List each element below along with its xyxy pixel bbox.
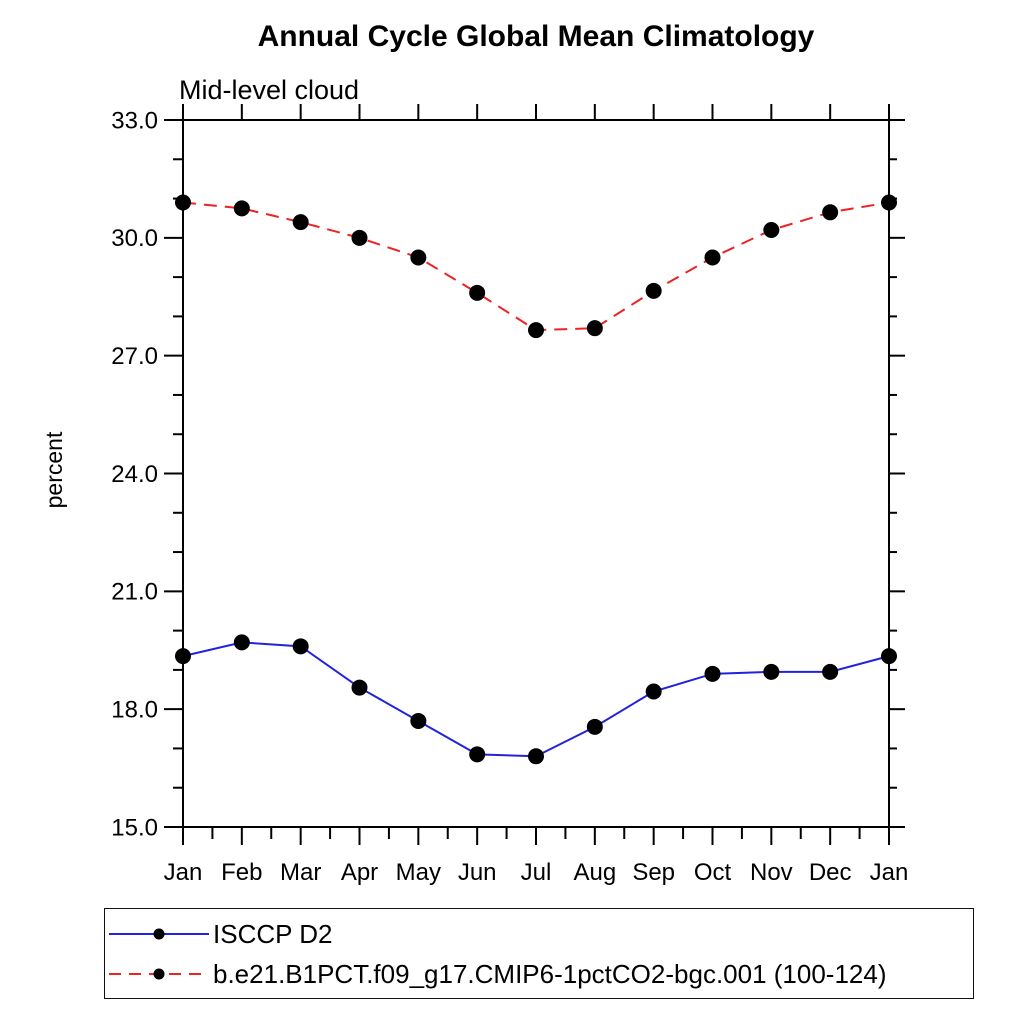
data-point — [645, 683, 662, 700]
y-tick-label: 18.0 — [111, 697, 158, 724]
x-tick-label: Mar — [280, 859, 321, 886]
x-tick-label: Jan — [870, 859, 909, 886]
y-tick-label: 24.0 — [111, 461, 158, 488]
x-tick-label: Oct — [694, 859, 732, 886]
data-point — [704, 665, 721, 682]
y-tick-label: 21.0 — [111, 579, 158, 606]
legend: ISCCP D2 b.e21.B1PCT.f09_g17.CMIP6-1pctC… — [104, 908, 974, 999]
x-tick-label: Jul — [521, 859, 552, 886]
series-line — [182, 641, 890, 758]
x-tick-label: Feb — [221, 859, 262, 886]
x-tick-label: Apr — [341, 859, 378, 886]
data-point — [410, 249, 427, 266]
y-tick-label: 30.0 — [111, 225, 158, 252]
data-point — [175, 194, 191, 211]
data-point — [528, 748, 544, 765]
legend-label: b.e21.B1PCT.f09_g17.CMIP6-1pctCO2-bgc.00… — [213, 958, 887, 989]
plot-frame — [182, 119, 890, 828]
data-point — [881, 194, 897, 211]
legend-label: ISCCP D2 — [213, 918, 333, 949]
data-point — [822, 663, 839, 680]
data-point — [822, 204, 839, 221]
data-point — [528, 322, 544, 339]
x-tick-label: Jan — [164, 859, 203, 886]
data-point — [292, 638, 309, 655]
data-point — [763, 663, 780, 680]
legend-line-sample-isccp — [109, 928, 209, 939]
data-point — [586, 718, 603, 735]
y-tick-label: 33.0 — [111, 107, 158, 134]
data-point — [645, 282, 662, 299]
y-axis-label: percent — [41, 431, 67, 508]
data-point — [881, 648, 897, 665]
data-point — [351, 229, 368, 246]
data-point — [175, 648, 191, 665]
chart-subtitle: Mid-level cloud — [179, 75, 359, 105]
data-point — [233, 634, 250, 651]
data-point — [586, 320, 603, 337]
y-tick-label: 15.0 — [111, 814, 158, 841]
x-tick-label: Jun — [458, 859, 497, 886]
x-tick-label: Nov — [750, 859, 793, 886]
data-point — [233, 200, 250, 217]
data-point — [292, 214, 309, 231]
legend-marker-icon — [153, 968, 165, 979]
data-point — [469, 746, 486, 763]
y-tick-label: 27.0 — [111, 343, 158, 370]
x-tick-label: Aug — [573, 859, 616, 886]
x-tick-label: Sep — [632, 859, 675, 886]
data-point — [469, 284, 486, 301]
legend-line-sample-model — [109, 968, 209, 979]
data-point — [351, 679, 368, 696]
legend-item: ISCCP D2 — [109, 914, 973, 954]
data-point — [704, 249, 721, 266]
data-point — [763, 221, 780, 238]
series-line — [182, 201, 890, 332]
legend-item: b.e21.B1PCT.f09_g17.CMIP6-1pctCO2-bgc.00… — [109, 954, 973, 994]
chart-title: Annual Cycle Global Mean Climatology — [258, 20, 815, 53]
data-point — [410, 712, 427, 729]
x-tick-label: May — [396, 859, 441, 886]
legend-marker-icon — [153, 928, 165, 939]
plot-area: 15.0 18.0 21.0 24.0 27.0 30.0 33.0 Jan Feb Mar Apr… — [111, 104, 908, 886]
x-tick-label: Dec — [809, 859, 852, 886]
